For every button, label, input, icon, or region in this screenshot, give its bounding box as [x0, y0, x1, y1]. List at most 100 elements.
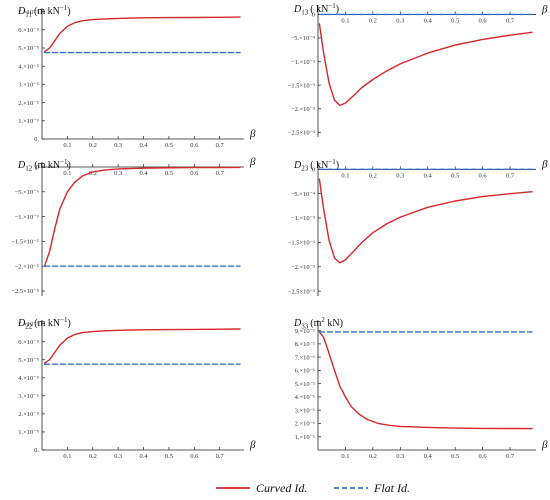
y-tick-label: 0 [36, 164, 39, 171]
curved-series-line [318, 331, 533, 430]
x-tick-label: 0.3 [114, 170, 122, 177]
panels: 0. 1.×10⁻⁵ 2.×10⁻⁵ 3.×10⁻⁵ 4.×10⁻⁵ 5.×10⁻⁵ 6.×… [11, 2, 548, 460]
y-tick-label: −2.×10⁻³ [291, 106, 315, 113]
x-tick-label: 0.5 [165, 170, 173, 177]
y-tick-label: 1.×10⁻⁵ [18, 118, 39, 125]
x-tick-label: 0.3 [114, 142, 122, 149]
x-tick-label: 0.1 [341, 17, 349, 24]
y-tick-label: 1.×10⁻¹ [295, 434, 315, 441]
y-tick-label: 2.×10⁻⁵ [18, 100, 39, 107]
panel-d13: 0 −5.×10⁻⁴ −1.×10⁻³ −1.5×10⁻³ −2.×10⁻³ −2.5×1… [288, 2, 548, 137]
x-tick-label: 0.5 [451, 17, 459, 24]
y-tick-label: 7.×10⁻⁵ [18, 9, 39, 16]
x-tick-label: 0.7 [506, 172, 515, 179]
y-tick-label: −5.×10⁻⁴ [291, 35, 316, 42]
y-tick-label: 5.×10⁻⁵ [18, 357, 39, 364]
x-tick-label: 0.4 [139, 453, 148, 460]
x-tick-label: 0.7 [506, 453, 515, 460]
x-tick-label: 0.5 [451, 453, 459, 460]
x-tick-label: 0.6 [190, 170, 199, 177]
x-tick-label: 0.3 [396, 453, 404, 460]
y-tick-label: −2.5×10⁻³ [288, 129, 315, 136]
x-tick-label: 0.6 [479, 17, 488, 24]
x-axis-label: β [249, 439, 256, 451]
y-tick-label: 1.×10⁻⁵ [18, 429, 39, 436]
x-axis-label: β [249, 156, 256, 168]
y-tick-label: −1.×10⁻⁵ [15, 214, 39, 221]
y-tick-label: −1.5×10⁻³ [288, 240, 315, 247]
x-axis-label: β [541, 158, 548, 170]
y-axis-title: D11 (m kN−1) [17, 4, 71, 19]
panel-d33: 1.×10⁻¹ 2.×10⁻¹ 3.×10⁻¹ 4.×10⁻¹ 5.×10⁻¹ 6.×10… [293, 316, 548, 460]
x-tick-label: 0.1 [341, 172, 349, 179]
y-tick-label: −1.×10⁻³ [291, 215, 315, 222]
x-tick-label: 0.4 [139, 170, 148, 177]
x-tick-label: 0.3 [396, 172, 404, 179]
panel-d23: 0 −5.×10⁻⁴ −1.×10⁻³ −1.5×10⁻³ −2.×10⁻³ −2.5×1… [288, 158, 548, 296]
x-axis-label: β [541, 439, 548, 451]
y-tick-label: 2.×10⁻⁵ [18, 411, 39, 418]
y-axis-title: D23( kN−1) [293, 158, 339, 173]
x-tick-label: 0.6 [479, 172, 488, 179]
y-tick-label: 6.×10⁻⁵ [18, 27, 39, 34]
y-tick-label: 0 [312, 12, 315, 19]
x-tick-label: 0.7 [506, 17, 515, 24]
x-tick-label: 0.5 [165, 453, 173, 460]
y-tick-label: 4.×10⁻¹ [295, 394, 315, 401]
y-tick-label: 4.×10⁻⁵ [18, 375, 39, 382]
x-tick-label: 0.5 [451, 172, 459, 179]
y-tick-label: 5.×10⁻⁵ [18, 45, 39, 52]
y-axis-title: D13( kN−1) [293, 2, 339, 17]
y-tick-label: 5.×10⁻¹ [295, 381, 315, 388]
x-tick-label: 0.4 [139, 142, 148, 149]
y-tick-label: −2.×10⁻⁵ [15, 263, 39, 270]
x-tick-label: 0.1 [341, 453, 349, 460]
x-tick-label: 0.7 [216, 453, 225, 460]
curved-series-line [43, 166, 241, 267]
x-tick-label: 0.2 [369, 453, 377, 460]
x-tick-label: 0.6 [190, 453, 199, 460]
x-tick-label: 0.2 [89, 170, 97, 177]
legend-curved-label: Curved Id. [256, 481, 307, 495]
x-tick-label: 0.4 [424, 172, 433, 179]
y-tick-label: 7.×10⁻¹ [295, 354, 315, 361]
curved-series-line [43, 16, 241, 53]
y-tick-label: −5.×10⁻⁶ [15, 189, 39, 196]
y-tick-label: −2.5×10⁻⁵ [11, 288, 39, 295]
y-tick-label: 4.×10⁻⁵ [18, 63, 39, 70]
legend: Curved Id. Flat Id. [216, 481, 410, 495]
y-tick-label: 6.×10⁻¹ [295, 368, 315, 375]
y-tick-label: −1.5×10⁻⁵ [11, 239, 39, 246]
x-tick-label: 0.1 [63, 453, 71, 460]
y-tick-label: 0 [312, 167, 315, 174]
x-tick-label: 0.3 [114, 453, 122, 460]
x-tick-label: 0.4 [424, 17, 433, 24]
x-tick-label: 0.2 [369, 17, 377, 24]
panel-d22: 0. 1.×10⁻⁵ 2.×10⁻⁵ 3.×10⁻⁵ 4.×10⁻⁵ 5.×10⁻⁵ 6.×… [17, 316, 256, 460]
x-tick-label: 0.6 [479, 453, 488, 460]
y-tick-label: 3.×10⁻⁵ [18, 393, 39, 400]
x-tick-label: 0.3 [396, 17, 404, 24]
legend-flat-label: Flat Id. [373, 481, 410, 495]
x-tick-label: 0.2 [369, 172, 377, 179]
curved-series-line [43, 328, 241, 364]
x-tick-label: 0.7 [216, 170, 225, 177]
y-tick-label: −2.×10⁻³ [291, 264, 315, 271]
x-axis-label: β [541, 3, 548, 15]
y-tick-label: 6.×10⁻⁵ [18, 339, 39, 346]
x-tick-label: 0.2 [89, 453, 97, 460]
y-tick-label: −1.×10⁻³ [291, 59, 315, 66]
y-tick-label: 3.×10⁻⁵ [18, 82, 39, 89]
y-tick-label: −2.5×10⁻³ [288, 288, 315, 295]
x-tick-label: 0.1 [63, 170, 71, 177]
x-tick-label: 0.4 [424, 453, 433, 460]
x-tick-label: 0.5 [165, 142, 173, 149]
y-tick-label: 7.×10⁻⁵ [18, 321, 39, 328]
curved-series-line [318, 23, 533, 107]
x-tick-label: 0.6 [190, 142, 199, 149]
y-tick-label: −1.5×10⁻³ [288, 82, 315, 89]
y-tick-label: 0. [34, 136, 39, 143]
y-tick-label: −5.×10⁻⁴ [291, 191, 316, 198]
x-tick-label: 0.1 [63, 142, 71, 149]
